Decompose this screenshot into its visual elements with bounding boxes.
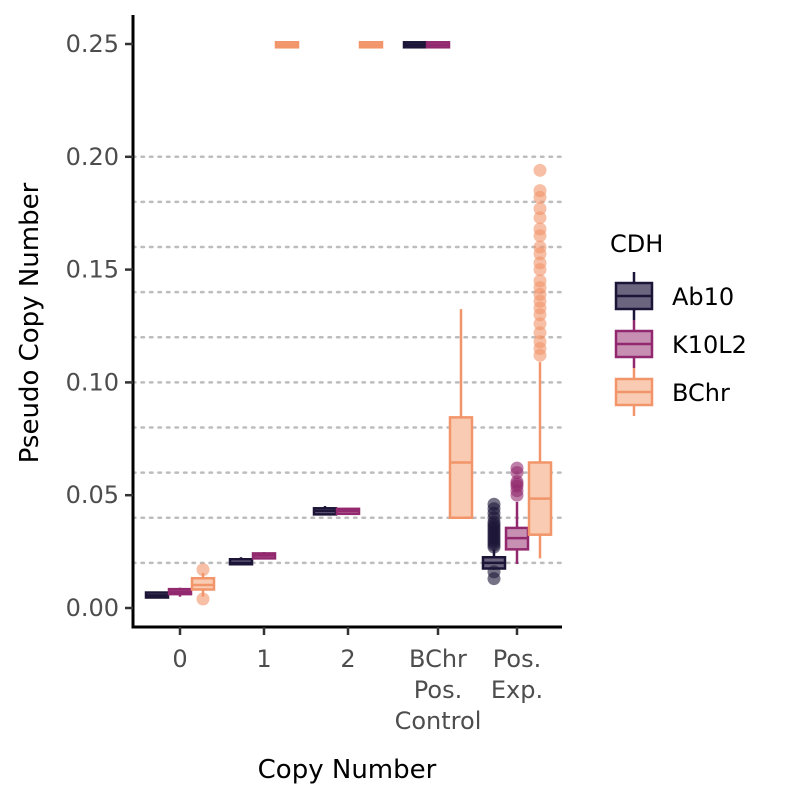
y-tick-label: 0.20 <box>66 143 119 171</box>
legend-label: K10L2 <box>672 331 747 359</box>
legend-item-ab10: Ab10 <box>614 272 734 320</box>
y-tick-label: 0.10 <box>66 368 119 396</box>
y-tick-labels: 0.00 0.05 0.10 0.15 0.20 0.25 <box>66 30 133 622</box>
outlier-point <box>533 335 547 349</box>
outlier-point <box>533 184 547 198</box>
outlier-point <box>487 565 501 579</box>
x-tick-label-line: Pos. <box>493 645 541 673</box>
x-tick-label: 0 <box>172 645 187 673</box>
outlier-point <box>510 461 524 475</box>
x-tick-label: 1 <box>256 645 271 673</box>
box-bchr-c2 <box>358 41 384 49</box>
outlier-point <box>533 256 547 270</box>
box-body <box>448 416 474 520</box>
legend-item-k10l2: K10L2 <box>614 320 747 368</box>
x-tick-label: BChr Pos. Control <box>395 645 482 735</box>
outlier-point <box>196 563 210 577</box>
box-bchr-c1 <box>274 41 300 49</box>
x-axis-title: Copy Number <box>258 755 437 785</box>
x-tick-label-line: 2 <box>340 645 355 673</box>
outlier-point <box>533 326 547 340</box>
x-tick-labels: 0 1 2 BChr Pos. Control Pos. Exp. <box>172 627 543 735</box>
outlier-point <box>533 222 547 236</box>
box-ab10-c2 <box>312 506 338 516</box>
x-tick-label-line: BChr <box>409 645 467 673</box>
box-k10l2-c0 <box>167 587 193 597</box>
outlier-point <box>533 211 547 225</box>
outlier-point <box>533 317 547 331</box>
y-tick-label: 0.15 <box>66 256 119 284</box>
box-ab10-bchr <box>402 41 428 49</box>
outlier-point <box>533 163 547 177</box>
x-tick-label: Pos. Exp. <box>491 645 543 704</box>
legend-item-bchr: BChr <box>614 368 730 416</box>
outlier-point <box>533 202 547 216</box>
x-tick-label-line: 0 <box>172 645 187 673</box>
box-k10l2-c1 <box>251 552 277 560</box>
outlier-point <box>533 274 547 288</box>
x-tick-label-line: Exp. <box>491 676 543 704</box>
box-bchr-bchr <box>448 309 474 520</box>
x-tick-label-line: Control <box>395 707 482 735</box>
series-k10l2 <box>167 41 530 597</box>
outlier-point <box>510 475 524 489</box>
series-bchr <box>190 41 553 606</box>
box-ab10-c1 <box>228 557 254 566</box>
outlier-point <box>196 592 210 606</box>
legend: CDH Ab10 K10L2 BChr <box>610 230 747 416</box>
outlier-point <box>533 240 547 254</box>
y-tick-label: 0.00 <box>66 594 119 622</box>
y-axis-title: Pseudo Copy Number <box>15 182 45 463</box>
x-tick-label-line: 1 <box>256 645 271 673</box>
box-bchr-c0 <box>190 563 216 606</box>
box-bchr-pos <box>527 163 553 559</box>
x-tick-label-line: Pos. <box>414 676 462 704</box>
box-k10l2-bchr <box>425 41 451 49</box>
legend-label: Ab10 <box>672 283 734 311</box>
legend-label: BChr <box>672 379 730 407</box>
box-k10l2-pos <box>504 461 530 565</box>
y-tick-label: 0.05 <box>66 481 119 509</box>
outlier-point <box>487 497 501 511</box>
y-tick-label: 0.25 <box>66 30 119 58</box>
box-ab10-c0 <box>144 591 170 599</box>
box-ab10-pos <box>481 497 507 586</box>
legend-title: CDH <box>610 230 663 258</box>
x-tick-label: 2 <box>340 645 355 673</box>
box-k10l2-c2 <box>335 507 361 516</box>
gridlines <box>131 155 564 565</box>
boxplot-series <box>144 41 553 606</box>
